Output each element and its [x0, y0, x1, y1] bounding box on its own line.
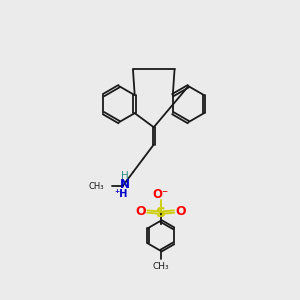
- Text: H: H: [122, 171, 129, 181]
- Text: CH₃: CH₃: [88, 182, 104, 191]
- Text: N: N: [120, 178, 130, 191]
- Text: O: O: [136, 205, 146, 218]
- Text: CH₃: CH₃: [152, 262, 169, 271]
- Text: ⁺H: ⁺H: [114, 189, 128, 199]
- Text: O⁻: O⁻: [153, 188, 169, 201]
- Text: O: O: [175, 205, 186, 218]
- Text: S: S: [156, 206, 166, 220]
